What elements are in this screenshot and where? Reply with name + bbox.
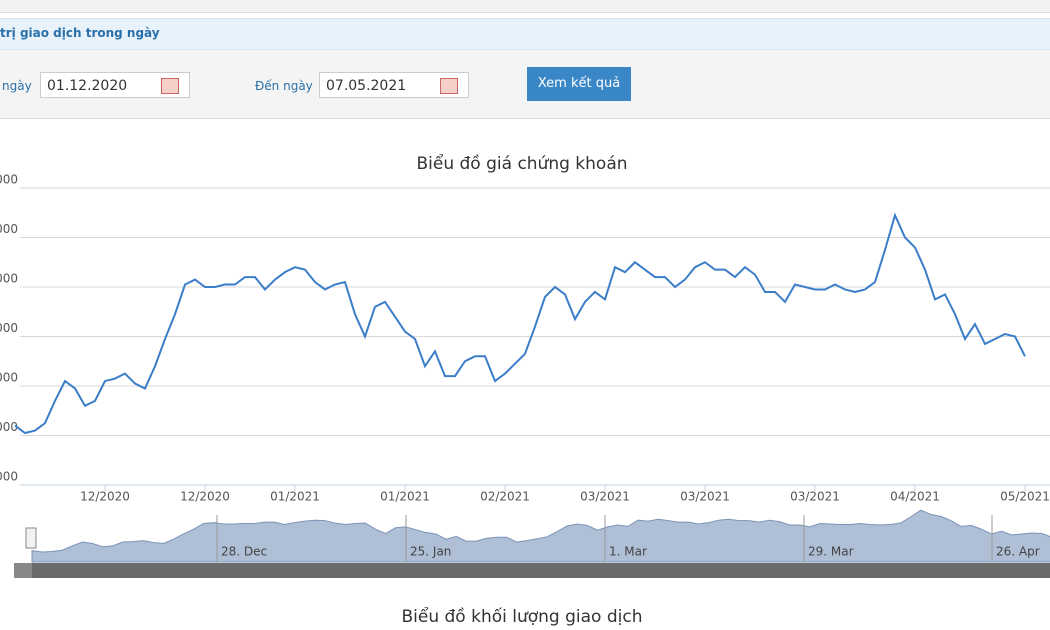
y-tick-label: 23,000	[0, 321, 18, 335]
to-date: 07.05.2021	[326, 78, 407, 94]
calendar-icon[interactable]	[440, 78, 458, 94]
y-tick-label: 26,000	[0, 173, 18, 187]
x-tick-label: 01/2021	[380, 490, 430, 504]
browser-bar	[0, 0, 1050, 13]
navigator-label: 25. Jan	[410, 545, 451, 559]
y-tick-label: 25,000	[0, 222, 18, 236]
navigator-label: 26. Apr	[996, 545, 1040, 559]
from-date: 01.12.2020	[47, 78, 128, 94]
y-tick-label: 20,000	[0, 470, 18, 484]
x-tick-label: 03/2021	[790, 490, 840, 504]
x-tick-label: 04/2021	[890, 490, 940, 504]
section-header: trị giao dịch trong ngày	[0, 18, 1050, 50]
calendar-icon[interactable]	[161, 78, 179, 94]
submit-button[interactable]: Xem kết quả	[527, 67, 631, 101]
x-tick-label: 12/2020	[180, 490, 230, 504]
navigator-label: 29. Mar	[808, 545, 854, 559]
x-tick-label: 12/2020	[80, 490, 130, 504]
y-tick-label: 21,000	[0, 420, 18, 434]
chart-title: Biểu đồ giá chứng khoán	[416, 153, 627, 174]
y-tick-label: 22,000	[0, 371, 18, 385]
volume-title: Biểu đồ khối lượng giao dịch	[401, 606, 642, 627]
scroll-left[interactable]	[14, 563, 32, 578]
header-text: trị giao dịch trong ngày	[0, 26, 160, 40]
navigator-area	[31, 509, 1050, 563]
to-label: Đến ngày	[255, 79, 313, 93]
x-tick-label: 03/2021	[680, 490, 730, 504]
x-tick-label: 05/2021	[1000, 490, 1050, 504]
navigator-label: 28. Dec	[221, 545, 267, 559]
navigator-handle[interactable]	[25, 527, 37, 549]
date-form: ngày 01.12.2020 Đến ngày 07.05.2021 Xem …	[0, 50, 1050, 119]
navigator-label: 1. Mar	[609, 545, 647, 559]
x-tick-label: 02/2021	[480, 490, 530, 504]
from-date-input[interactable]: 01.12.2020	[40, 72, 190, 98]
x-tick-label: 01/2021	[270, 490, 320, 504]
price-line	[14, 212, 1026, 435]
scrollbar[interactable]	[32, 563, 1050, 578]
y-tick-label: 24,000	[0, 272, 18, 286]
from-label: ngày	[2, 79, 32, 93]
to-date-input[interactable]: 07.05.2021	[319, 72, 469, 98]
x-tick-label: 03/2021	[580, 490, 630, 504]
